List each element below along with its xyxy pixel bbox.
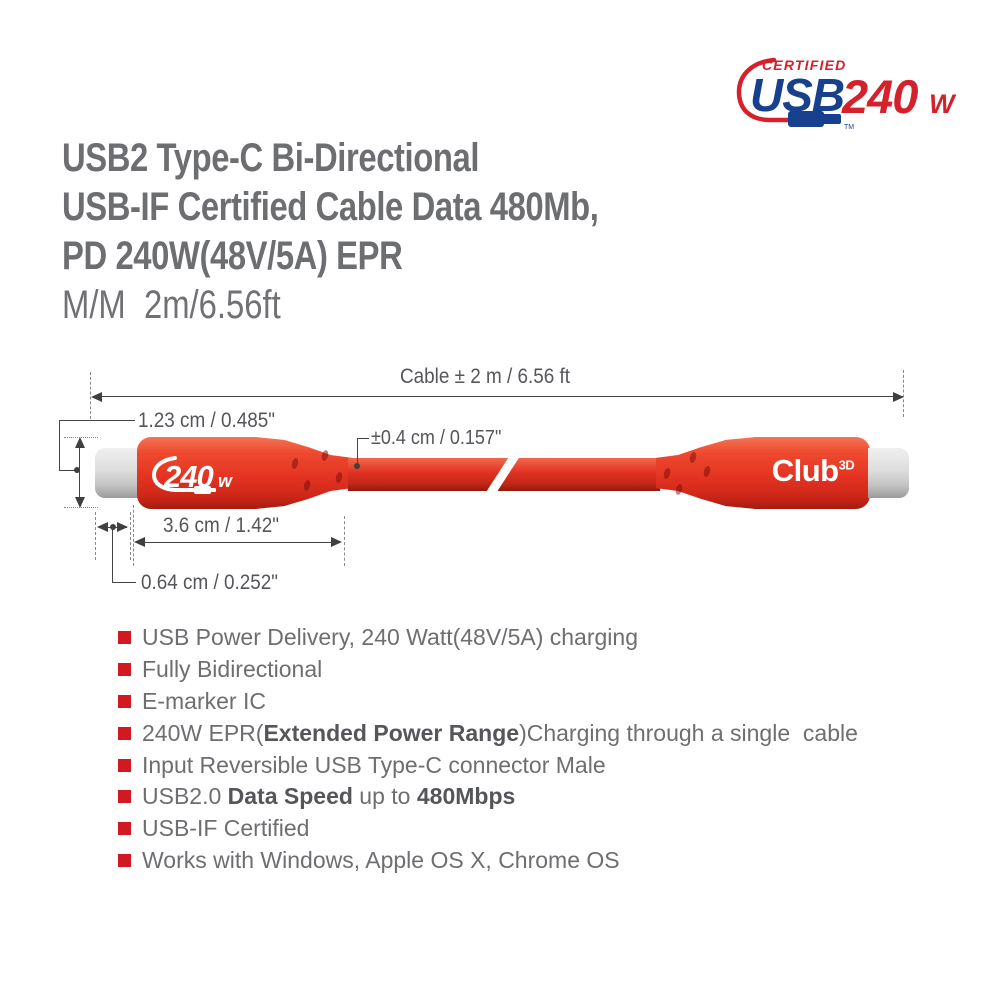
bullet-square-icon xyxy=(118,663,131,677)
extension-line xyxy=(90,372,91,419)
bullet-square-icon xyxy=(118,853,131,867)
feature-row: Fully Bidirectional xyxy=(118,654,858,686)
leader-line xyxy=(59,470,80,471)
feature-text: 240W EPR(Extended Power Range)Charging t… xyxy=(142,719,858,746)
connector-body-left xyxy=(137,437,257,509)
bullet-square-icon xyxy=(118,726,131,740)
mini-swoosh-icon xyxy=(151,456,196,492)
dim-cable-diameter-label: ±0.4 cm / 0.157" xyxy=(371,427,502,449)
badge-cable-swoosh-icon xyxy=(736,57,791,123)
leader-line xyxy=(112,527,113,583)
badge-tm-label: TM xyxy=(844,124,854,131)
badge-watt-unit-label: W xyxy=(929,89,957,119)
extension-line xyxy=(133,505,134,566)
feature-text: USB Power Delivery, 240 Watt(48V/5A) cha… xyxy=(142,624,638,651)
feature-row: 240W EPR(Extended Power Range)Charging t… xyxy=(118,717,858,749)
arrow-right-icon xyxy=(117,522,128,532)
arrow-left-icon xyxy=(134,537,145,547)
product-subtitle: M/M 2m/6.56ft xyxy=(62,283,281,327)
leader-line xyxy=(59,420,135,421)
feature-text: Fully Bidirectional xyxy=(142,656,323,683)
club3d-logo: Club3D xyxy=(760,453,866,489)
title-line-1: USB2 Type-C Bi-Directional xyxy=(62,136,480,180)
leader-line xyxy=(357,438,358,466)
feature-row: USB Power Delivery, 240 Watt(48V/5A) cha… xyxy=(118,622,858,654)
title-line-2: USB-IF Certified Cable Data 480Mb, xyxy=(62,185,599,229)
dim-tip-length-label: 0.64 cm / 0.252" xyxy=(141,571,278,594)
feature-list: USB Power Delivery, 240 Watt(48V/5A) cha… xyxy=(118,622,858,876)
usb-c-plug-tip-left xyxy=(95,448,141,498)
extension-line xyxy=(344,516,345,566)
feature-text: Works with Windows, Apple OS X, Chrome O… xyxy=(142,846,620,873)
bullet-square-icon xyxy=(118,631,131,645)
arrow-right-icon xyxy=(893,392,904,402)
arrow-up-icon xyxy=(75,437,85,448)
club3d-logo-sup: 3D xyxy=(838,457,855,473)
bullet-square-icon xyxy=(118,822,131,836)
dim-cable-length-label: Cable ± 2 m / 6.56 ft xyxy=(400,365,571,388)
mini-watt-unit-label: w xyxy=(218,471,233,491)
feature-row: Input Reversible USB Type-C connector Ma… xyxy=(118,749,858,781)
badge-usb-plug-icon xyxy=(788,111,841,127)
title-line-3: PD 240W(48V/5A) EPR xyxy=(62,234,403,278)
extension-line xyxy=(903,370,904,417)
club3d-logo-text: Club xyxy=(771,453,839,488)
extension-line xyxy=(130,512,131,560)
feature-text: Input Reversible USB Type-C connector Ma… xyxy=(142,751,606,778)
badge-watt-label: 240 xyxy=(841,70,918,123)
bullet-square-icon xyxy=(118,790,131,804)
connector-body-right xyxy=(754,437,870,509)
extension-line xyxy=(64,437,98,438)
bullet-square-icon xyxy=(118,694,131,708)
arrow-right-icon xyxy=(331,537,342,547)
leader-dot xyxy=(110,524,116,530)
feature-row: USB2.0 Data Speed up to 480Mbps xyxy=(118,781,858,813)
arrow-left-icon xyxy=(91,392,102,402)
extension-line xyxy=(64,507,98,508)
feature-row: Works with Windows, Apple OS X, Chrome O… xyxy=(118,845,858,877)
badge-certified-label: CERTIFIED xyxy=(762,57,846,73)
dim-connector-height-line xyxy=(79,441,80,505)
usb-c-plug-tip-right xyxy=(868,448,909,498)
feature-row: E-marker IC xyxy=(118,686,858,718)
feature-text: USB-IF Certified xyxy=(142,815,310,842)
dim-cable-length-line xyxy=(93,396,903,397)
bullet-square-icon xyxy=(118,758,131,772)
mini-plug-icon xyxy=(194,486,216,494)
dim-connector-height-label: 1.23 cm / 0.485" xyxy=(138,409,275,432)
arrow-left-icon xyxy=(97,522,108,532)
product-title: USB2 Type-C Bi-Directional USB-IF Certif… xyxy=(62,134,716,330)
watt-240-logo-on-connector: 240 w xyxy=(151,456,233,494)
leader-dot xyxy=(74,467,80,473)
usb240w-certified-badge: CERTIFIED USB 240 W TM xyxy=(736,57,957,131)
dim-connector-length-label: 3.6 cm / 1.42" xyxy=(163,514,279,537)
leader-dot xyxy=(354,463,360,469)
arrow-down-icon xyxy=(75,497,85,508)
dim-connector-length-line xyxy=(140,542,340,543)
leader-line xyxy=(59,420,60,471)
extension-line xyxy=(95,512,96,560)
feature-text: USB2.0 Data Speed up to 480Mbps xyxy=(142,783,516,810)
feature-row: USB-IF Certified xyxy=(118,813,858,845)
leader-line xyxy=(112,582,136,583)
feature-text: E-marker IC xyxy=(142,687,266,714)
leader-line xyxy=(357,438,369,439)
